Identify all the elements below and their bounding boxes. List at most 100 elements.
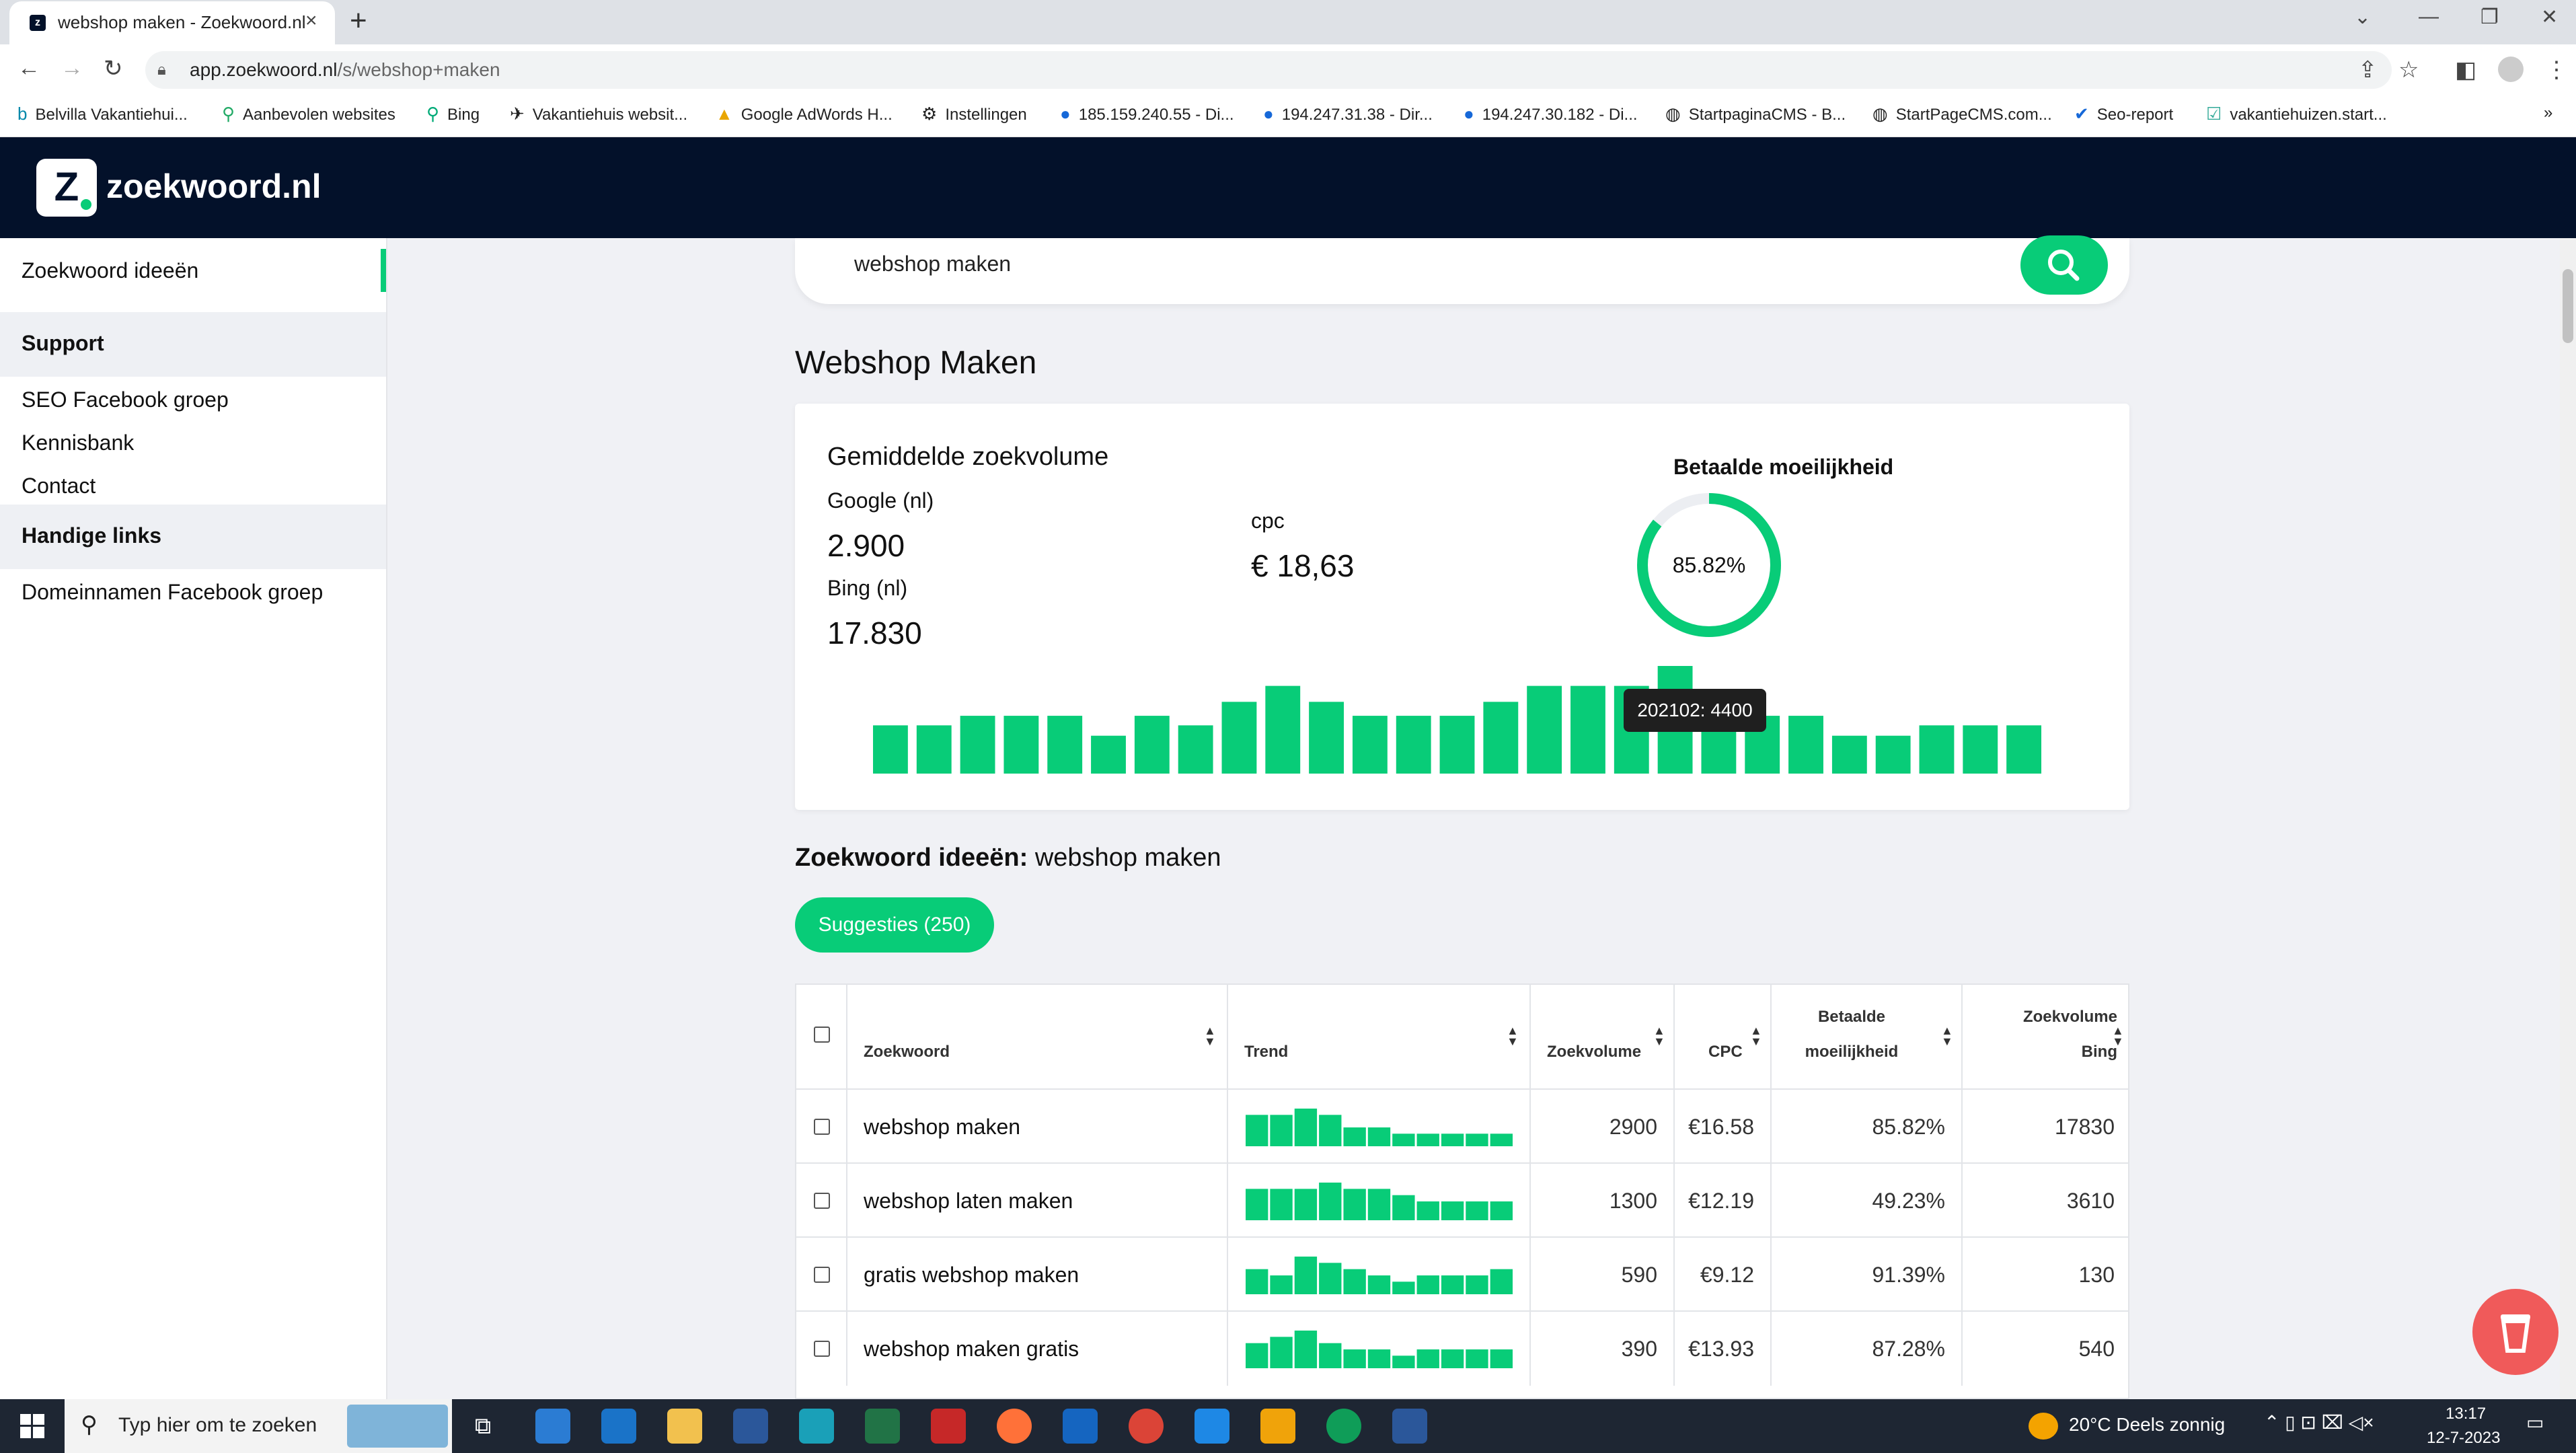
notification-icon[interactable]: ▭: [2526, 1412, 2544, 1433]
chart-bar[interactable]: [1439, 716, 1475, 774]
sidebar-item-domeinnamen[interactable]: Domeinnamen Facebook groep: [22, 580, 324, 604]
new-tab-button[interactable]: +: [350, 4, 367, 37]
word-icon[interactable]: [733, 1409, 768, 1444]
close-tab-icon[interactable]: ×: [305, 9, 317, 32]
sort-icon[interactable]: ▲ ▼: [2112, 1024, 2124, 1048]
file-explorer-icon[interactable]: [667, 1409, 702, 1444]
chrome-icon[interactable]: [1129, 1409, 1164, 1444]
table-row[interactable]: gratis webshop maken 590 €9.12 91.39% 130: [796, 1236, 2128, 1312]
menu-kebab-icon[interactable]: ⋮: [2545, 57, 2568, 83]
column-header-cpc[interactable]: CPC ▲ ▼: [1675, 985, 1772, 1088]
chart-bar[interactable]: [1963, 725, 1998, 774]
row-checkbox[interactable]: [814, 1267, 830, 1283]
bookmark-item[interactable]: ⚲ Bing: [426, 104, 480, 124]
chart-bar[interactable]: [916, 725, 952, 774]
clock-date[interactable]: 12-7-2023: [2427, 1429, 2501, 1447]
chart-bar[interactable]: [1134, 716, 1170, 774]
reload-icon[interactable]: ↻: [104, 56, 123, 81]
column-header-keyword[interactable]: Zoekwoord ▲ ▼: [847, 985, 1228, 1088]
help-button[interactable]: [2472, 1289, 2559, 1375]
table-row[interactable]: webshop maken 2900 €16.58 85.82% 17830: [796, 1088, 2128, 1164]
browser-tab[interactable]: z webshop maken - Zoekwoord.nl ×: [9, 1, 335, 44]
bookmark-item[interactable]: ▲ Google AdWords H...: [716, 104, 893, 124]
bookmark-item[interactable]: b Belvilla Vakantiehui...: [17, 104, 188, 124]
favorites-app-icon[interactable]: [1063, 1409, 1098, 1444]
row-checkbox[interactable]: [814, 1119, 830, 1135]
chart-bar[interactable]: [1221, 702, 1257, 774]
chart-bar[interactable]: [1265, 685, 1301, 774]
column-header-bing[interactable]: Zoekvolume Bing ▲ ▼: [1963, 985, 2128, 1088]
chart-bar[interactable]: [2006, 725, 2042, 774]
table-row[interactable]: webshop laten maken 1300 €12.19 49.23% 3610: [796, 1162, 2128, 1238]
clock-time[interactable]: 13:17: [2446, 1405, 2487, 1423]
sidebar-item-zoekwoord-ideeen[interactable]: Zoekwoord ideeën: [22, 258, 199, 283]
bookmark-item[interactable]: ● 185.159.240.55 - Di...: [1060, 104, 1234, 124]
weather-text[interactable]: 20°C Deels zonnig: [2069, 1414, 2226, 1435]
brand-name[interactable]: zoekwoord.nl: [106, 167, 321, 205]
address-bar[interactable]: 🔒︎ app.zoekwoord.nl/s/webshop+maken: [145, 51, 2392, 89]
row-checkbox[interactable]: [814, 1193, 830, 1209]
profile-avatar[interactable]: [2498, 57, 2524, 82]
scrollbar-thumb[interactable]: [2563, 269, 2573, 343]
sort-icon[interactable]: ▲ ▼: [1750, 1024, 1762, 1048]
keyword-cell[interactable]: webshop maken gratis: [847, 1312, 1228, 1386]
tab-search-icon[interactable]: ⌄: [2354, 6, 2372, 28]
sort-icon[interactable]: ▲ ▼: [1507, 1024, 1519, 1048]
logo[interactable]: Z: [36, 159, 97, 217]
tray-icons[interactable]: ⌃ ▯ ⊡ ⌧ ◁×: [2264, 1412, 2374, 1433]
chart-bar[interactable]: [1309, 702, 1344, 774]
firefox-icon[interactable]: [997, 1409, 1032, 1444]
search-input[interactable]: webshop maken: [795, 238, 2129, 304]
select-all-checkbox[interactable]: [814, 1027, 830, 1043]
sidebar-item-seo-facebook[interactable]: SEO Facebook groep: [22, 387, 229, 412]
bookmark-item[interactable]: ☑ vakantiehuizen.start...: [2206, 104, 2387, 124]
table-row[interactable]: webshop maken gratis 390 €13.93 87.28% 540: [796, 1310, 2128, 1386]
sort-icon[interactable]: ▲ ▼: [1941, 1024, 1953, 1048]
windows-start-icon[interactable]: [20, 1414, 44, 1438]
chart-bar[interactable]: [1527, 685, 1562, 774]
outlook-icon[interactable]: [1260, 1409, 1295, 1444]
sidebar-item-contact[interactable]: Contact: [22, 474, 96, 498]
mail-icon[interactable]: [601, 1409, 636, 1444]
bookmark-item[interactable]: ✔ Seo-report: [2074, 104, 2174, 124]
back-icon[interactable]: ←: [17, 55, 40, 81]
minimize-icon[interactable]: —: [2419, 5, 2439, 28]
chart-bar[interactable]: [1091, 735, 1126, 774]
chart-bar[interactable]: [960, 716, 995, 774]
keyword-cell[interactable]: webshop maken: [847, 1090, 1228, 1164]
store-icon[interactable]: [535, 1409, 570, 1444]
close-window-icon[interactable]: ✕: [2541, 6, 2559, 28]
restore-icon[interactable]: ❐: [2480, 6, 2499, 28]
chart-bar[interactable]: [873, 725, 908, 774]
row-checkbox[interactable]: [814, 1341, 830, 1357]
share-icon[interactable]: ⇪: [2358, 57, 2378, 83]
taskbar-search-input[interactable]: ⚲ Typ hier om te zoeken: [65, 1399, 452, 1453]
search-button[interactable]: [2020, 235, 2108, 295]
chart-bar[interactable]: [1875, 735, 1911, 774]
bookmark-item[interactable]: ● 194.247.31.38 - Dir...: [1263, 104, 1433, 124]
bookmark-item[interactable]: ◍ StartpaginaCMS - B...: [1665, 104, 1846, 124]
app-icon[interactable]: [1195, 1409, 1229, 1444]
chart-bar[interactable]: [1570, 685, 1605, 774]
chart-bar[interactable]: [1788, 716, 1823, 774]
chart-bar[interactable]: [1047, 716, 1083, 774]
bookmark-star-icon[interactable]: ☆: [2398, 57, 2419, 83]
suggestions-button[interactable]: Suggesties (250): [795, 897, 994, 953]
word-active-icon[interactable]: [1392, 1409, 1427, 1444]
chart-bar[interactable]: [1178, 725, 1213, 774]
side-panel-icon[interactable]: ◧: [2455, 57, 2477, 83]
sort-icon[interactable]: ▲ ▼: [1653, 1024, 1665, 1048]
filezilla-icon[interactable]: [931, 1409, 966, 1444]
bookmark-item[interactable]: ⚲ Aanbevolen websites: [222, 104, 395, 124]
chart-bar[interactable]: [1352, 716, 1388, 774]
task-view-icon[interactable]: ⧉: [474, 1413, 492, 1439]
sort-icon[interactable]: ▲ ▼: [1204, 1024, 1216, 1048]
weather-icon[interactable]: [2029, 1413, 2058, 1440]
column-header-trend[interactable]: Trend ▲ ▼: [1228, 985, 1531, 1088]
chart-bar[interactable]: [1831, 735, 1867, 774]
keyword-cell[interactable]: gratis webshop maken: [847, 1238, 1228, 1312]
forward-icon[interactable]: →: [61, 55, 83, 81]
app-icon[interactable]: [799, 1409, 834, 1444]
bookmarks-overflow[interactable]: »: [2544, 104, 2553, 122]
edge-icon[interactable]: [1326, 1409, 1361, 1444]
